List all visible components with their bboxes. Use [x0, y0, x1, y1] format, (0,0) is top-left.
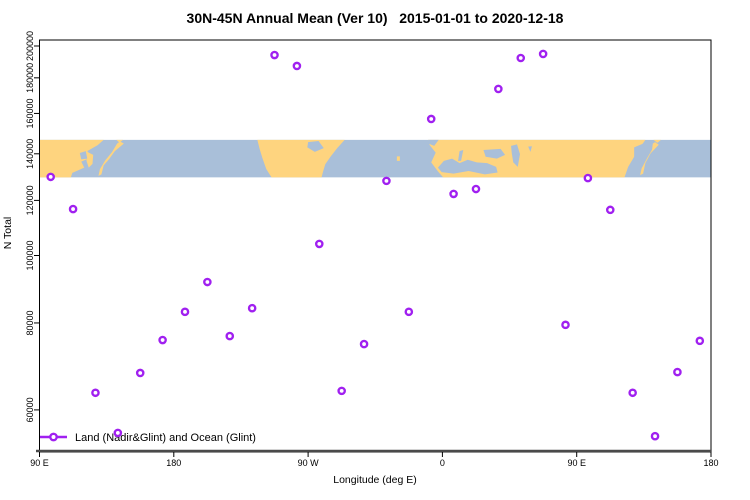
- data-point: [292, 61, 302, 71]
- x-axis-label: Longitude (deg E): [333, 474, 416, 486]
- legend: Land (Nadir&Glint) and Ocean (Glint): [40, 432, 256, 444]
- data-point: [494, 84, 503, 94]
- data-point: [46, 172, 55, 182]
- data-point: [650, 431, 660, 441]
- map-land-hokkaido-east: [653, 139, 662, 143]
- map-water-caspian-sea: [511, 144, 520, 167]
- data-point: [359, 339, 369, 349]
- data-point: [337, 386, 346, 396]
- map-land-asia-west: [39, 139, 104, 178]
- map-land-korea-west: [86, 151, 94, 168]
- y-tick-label: 120000: [25, 185, 35, 215]
- x-tick-label: 180: [166, 458, 181, 468]
- data-point: [113, 428, 123, 438]
- axes: 90 E 180 90 W 0 90 E 180 60000 80000 100000 12000…: [25, 31, 719, 468]
- x-tick-label: 0: [440, 458, 445, 468]
- data-point: [628, 388, 637, 398]
- data-point: [314, 239, 324, 249]
- map-water-aral-sea: [528, 146, 532, 152]
- map-land-japan-west: [98, 141, 124, 176]
- data-point: [538, 49, 548, 59]
- y-tick-label: 160000: [25, 98, 35, 128]
- data-point: [91, 388, 100, 398]
- data-point: [247, 303, 257, 313]
- data-point: [695, 336, 705, 346]
- map-water-black-sea: [483, 148, 506, 159]
- y-tick-label: 200000: [25, 31, 35, 61]
- y-tick-label: 80000: [25, 310, 35, 335]
- data-point: [270, 50, 279, 60]
- y-tick-label: 60000: [25, 397, 35, 422]
- data-point: [135, 368, 145, 378]
- y-tick-label: 140000: [25, 139, 35, 169]
- y-tick-label: 100000: [25, 240, 35, 270]
- data-point: [158, 335, 167, 345]
- data-point: [583, 173, 593, 183]
- data-point: [180, 307, 190, 317]
- x-tick-label: 90 E: [30, 458, 49, 468]
- map-water-mediterranean-sea: [437, 158, 498, 175]
- x-tick-label: 90 W: [298, 458, 320, 468]
- data-point: [561, 320, 570, 330]
- data-point: [516, 53, 526, 63]
- data-point: [471, 184, 481, 194]
- legend-open-circle-marker: [49, 432, 58, 442]
- world-map-band: [39, 139, 711, 178]
- data-point: [426, 114, 436, 124]
- map-land-azores: [396, 156, 400, 161]
- y-axis-label: N Total: [2, 217, 14, 250]
- plot-box: [39, 39, 712, 453]
- data-point: [382, 176, 391, 186]
- data-point: [449, 189, 458, 199]
- data-point: [68, 204, 78, 214]
- map-water-bohai-sea-west: [79, 151, 88, 160]
- map-land-sakhalin-west: [116, 139, 124, 143]
- map-land-japan-east: [640, 142, 659, 176]
- data-points: [46, 49, 705, 441]
- map-water-sea-of-japan-east: [634, 143, 647, 164]
- chart-title: 30N-45N Annual Mean (Ver 10) 2015-01-01 …: [187, 10, 564, 26]
- map-water-adriatic-sea: [458, 149, 464, 161]
- x-tick-label: 180: [703, 458, 718, 468]
- data-point: [225, 331, 235, 341]
- map-land-north-america: [257, 139, 345, 178]
- map-water-bay-of-biscay: [428, 139, 439, 146]
- map-water-great-lakes: [307, 140, 324, 152]
- legend-label: Land (Nadir&Glint) and Ocean (Glint): [75, 432, 256, 444]
- data-point: [203, 277, 212, 287]
- data-point: [404, 307, 414, 317]
- data-point: [605, 205, 615, 215]
- y-tick-label: 180000: [25, 63, 35, 93]
- data-point: [673, 367, 682, 377]
- x-tick-label: 90 E: [567, 458, 586, 468]
